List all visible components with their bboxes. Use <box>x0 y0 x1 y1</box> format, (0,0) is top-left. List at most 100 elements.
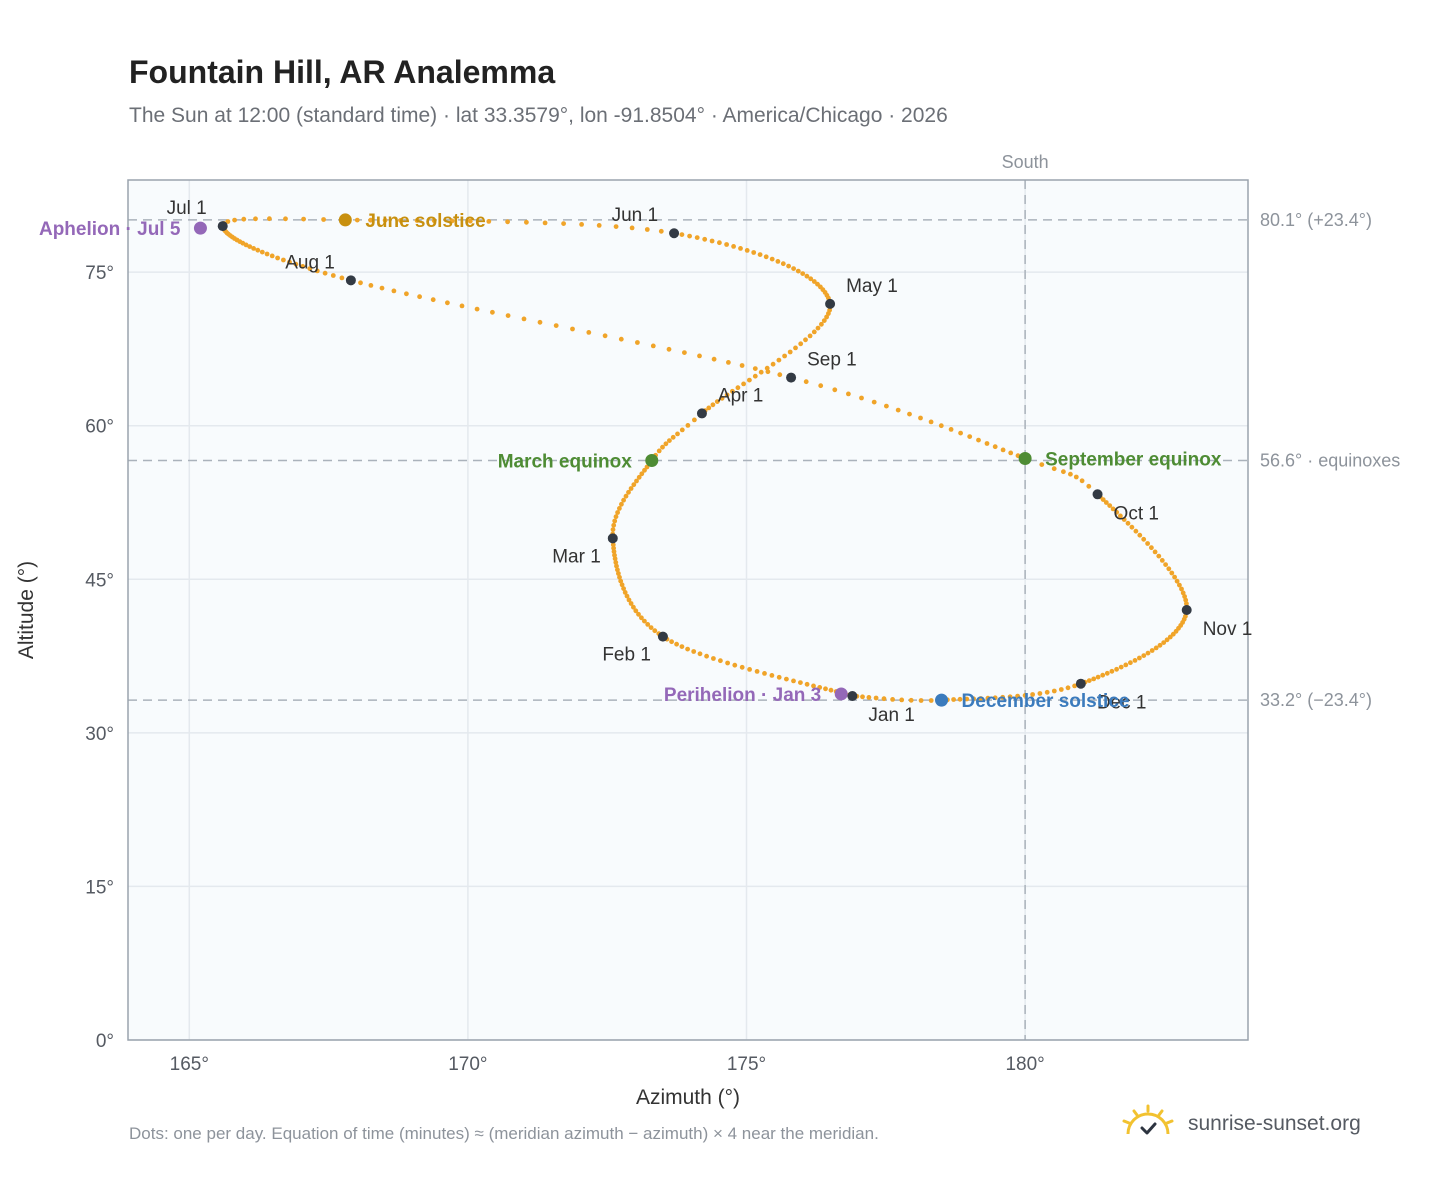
daily-sun-dot <box>1095 674 1101 680</box>
daily-sun-dot <box>726 360 731 365</box>
daily-sun-dot <box>776 674 782 680</box>
daily-sun-dot <box>241 216 247 222</box>
south-label: South <box>1002 152 1049 172</box>
daily-sun-dot <box>368 217 373 223</box>
daily-sun-dot <box>505 219 510 225</box>
daily-sun-dot <box>264 251 270 257</box>
daily-sun-dot <box>795 268 801 274</box>
daily-sun-dot <box>1172 574 1177 580</box>
daily-sun-dot <box>724 242 729 247</box>
daily-sun-dot <box>724 392 730 398</box>
daily-sun-dot <box>617 506 622 511</box>
month-label: Dec 1 <box>1097 693 1147 714</box>
daily-sun-dot <box>1161 640 1167 645</box>
daily-sun-dot <box>860 694 865 700</box>
daily-sun-dot <box>765 369 771 375</box>
page-subtitle: The Sun at 12:00 (standard time) · lat 3… <box>129 104 948 127</box>
daily-sun-dot <box>635 340 640 345</box>
daily-sun-dot <box>747 377 752 383</box>
daily-sun-dot <box>414 218 420 223</box>
daily-sun-dot <box>793 345 798 351</box>
daily-sun-dot <box>1086 678 1092 683</box>
daily-sun-dot <box>615 567 620 573</box>
month-marker-feb-1 <box>657 631 668 642</box>
daily-sun-dot <box>758 369 764 375</box>
daily-sun-dot <box>899 697 905 703</box>
daily-sun-dot <box>663 441 669 447</box>
daily-sun-dot <box>1174 578 1180 584</box>
daily-sun-dot <box>679 232 685 238</box>
y-tick-label: 75° <box>85 263 114 284</box>
daily-sun-dot <box>561 221 566 227</box>
month-label: Jun 1 <box>612 205 658 226</box>
daily-sun-dot <box>710 402 716 408</box>
daily-sun-dot <box>1030 692 1035 697</box>
daily-sun-dot <box>251 246 256 251</box>
daily-sun-dot <box>300 264 306 269</box>
daily-sun-dot <box>626 489 631 495</box>
daily-sun-dot <box>467 218 473 224</box>
daily-sun-dot <box>1169 570 1175 576</box>
daily-sun-dot <box>1103 500 1109 505</box>
daily-sun-dot <box>1114 666 1119 672</box>
daily-sun-dot <box>804 681 810 687</box>
daily-sun-dot <box>1170 631 1176 637</box>
daily-sun-dot <box>269 253 275 259</box>
reference-lines: 80.1° (+23.4°) 56.6° · equinoxes 33.2° (−2… <box>128 152 1400 1040</box>
daily-sun-dot <box>951 697 956 702</box>
daily-sun-dot <box>908 697 914 703</box>
daily-sun-dot <box>1007 694 1013 700</box>
y-axis-label: Altitude (°) <box>15 561 38 659</box>
event-marker-june-solstice <box>338 213 352 227</box>
daily-sun-dot <box>775 259 781 264</box>
month-marker-oct-1 <box>1092 489 1103 500</box>
daily-sun-dot <box>431 218 437 224</box>
daily-sun-dot <box>1039 462 1045 467</box>
month-markers: Jan 1 Feb 1 Mar 1 Apr 1 May 1 Jun 1 Jul 1 Aug 1… <box>167 198 1253 726</box>
month-marker-aug-1 <box>345 275 356 286</box>
daily-sun-dot <box>610 527 616 532</box>
sun-logo-icon <box>1122 1104 1174 1135</box>
daily-sun-dot <box>639 615 644 621</box>
daily-sun-dot <box>711 356 717 362</box>
daily-sun-dot <box>232 217 238 223</box>
daily-sun-dot <box>787 349 793 355</box>
daily-sun-dot <box>992 444 998 450</box>
daily-sun-dot <box>490 309 495 315</box>
daily-sun-dot <box>636 474 642 480</box>
daily-sun-dot <box>679 427 685 433</box>
daily-sun-dot <box>948 427 954 432</box>
daily-sun-dot <box>803 337 808 343</box>
x-tick-label: 180° <box>1005 1054 1044 1075</box>
daily-sun-dot <box>1100 672 1106 678</box>
daily-sun-dot <box>694 235 700 241</box>
reference-line-label: 80.1° (+23.4°) <box>1260 210 1372 230</box>
daily-sun-dot <box>928 698 934 703</box>
month-marker-dec-1 <box>1075 678 1086 689</box>
daily-sun-dot <box>770 361 776 367</box>
daily-sun-dot <box>283 216 288 222</box>
daily-sun-dot <box>1118 513 1123 519</box>
month-label: Mar 1 <box>552 546 601 567</box>
daily-sun-dot <box>747 667 752 672</box>
daily-sun-dot <box>984 441 990 446</box>
daily-sun-dot <box>619 582 625 588</box>
month-label: Oct 1 <box>1114 503 1159 524</box>
daily-sun-dot <box>1164 637 1170 643</box>
daily-sun-dot <box>859 395 864 401</box>
daily-sun-dot <box>615 510 620 515</box>
daily-sun-dot <box>618 336 624 342</box>
month-marker-jan-1 <box>847 691 858 701</box>
daily-sun-dot <box>818 383 824 389</box>
daily-sun-dot <box>287 259 292 265</box>
daily-sun-dot <box>711 656 716 661</box>
brand[interactable]: sunrise-sunset.org <box>1120 1102 1361 1146</box>
daily-sun-dot <box>754 669 760 674</box>
daily-sun-dot <box>613 560 619 565</box>
daily-sun-dot <box>616 571 621 576</box>
daily-sun-dot <box>769 256 775 262</box>
event-label: June solstice <box>365 211 485 232</box>
event-label: December solstice <box>962 691 1130 712</box>
daily-sun-dot <box>881 696 887 702</box>
daily-sun-dot <box>644 227 650 232</box>
